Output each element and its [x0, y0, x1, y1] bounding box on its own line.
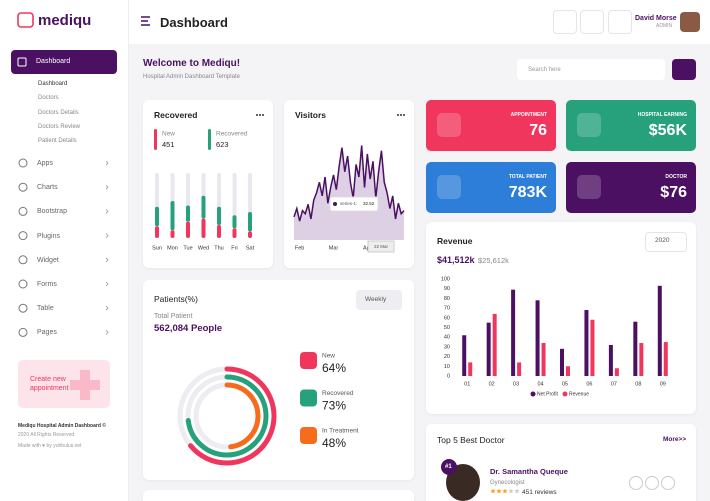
- stat-card: [566, 162, 696, 213]
- settings-button[interactable]: [672, 59, 696, 80]
- icon-button[interactable]: [553, 10, 577, 34]
- promo-text: Create new appointment: [30, 376, 69, 393]
- card-title: Revenue: [437, 236, 473, 246]
- stat-value: $76: [660, 184, 687, 201]
- card: [143, 100, 273, 268]
- search-placeholder: Search here: [528, 67, 561, 73]
- card-title: Patients(%): [154, 294, 198, 304]
- stat-label: HOSPITAL EARNING: [637, 112, 687, 118]
- footer-text: Mediqu Hospital Admin Dashboard ©: [18, 423, 106, 429]
- dropdown-label: 2020: [655, 237, 670, 244]
- social-button[interactable]: [661, 476, 675, 490]
- icon-button[interactable]: [580, 10, 604, 34]
- stat-value: 783K: [508, 184, 547, 201]
- revenue-total: $41,512k: [437, 255, 475, 265]
- card-title: Top 5 Best Doctor: [437, 435, 505, 445]
- social-button[interactable]: [645, 476, 659, 490]
- stat-label: APPOINTMENT: [510, 112, 547, 118]
- stat-card: [426, 162, 556, 213]
- menu-item[interactable]: Pages: [37, 329, 57, 337]
- card: [426, 222, 696, 414]
- welcome-subtitle: Hospital Admin Dashboard Template: [143, 74, 240, 80]
- more-link[interactable]: More>>: [663, 436, 687, 443]
- stat-icon: [437, 113, 461, 137]
- menu-item[interactable]: Bootstrap: [37, 208, 67, 216]
- user-name: David Morse: [635, 15, 677, 22]
- rank-text: #1: [445, 464, 452, 470]
- submenu-item[interactable]: Doctors: [38, 95, 59, 102]
- menu-item[interactable]: Table: [37, 305, 54, 313]
- footer-text: 2020 All Rights Reserved: [18, 432, 75, 438]
- card-title: Visitors: [295, 110, 327, 120]
- menu-item[interactable]: Apps: [37, 160, 53, 167]
- menu-item[interactable]: Charts: [37, 184, 58, 192]
- subtitle: Total Patient: [154, 313, 193, 320]
- icon-button[interactable]: [608, 10, 632, 34]
- search-box[interactable]: [517, 59, 665, 80]
- page-title: Dashboard: [160, 15, 228, 30]
- patient-total: 562,084 People: [154, 323, 223, 334]
- user-role: ADMIN: [656, 23, 673, 29]
- dropdown-label: Weekly: [365, 296, 387, 303]
- card: [143, 280, 414, 480]
- submenu-item[interactable]: Dashboard: [38, 81, 68, 87]
- logo-text: mediqu: [38, 12, 92, 29]
- stat-icon: [577, 175, 601, 199]
- doctor-reviews: 451 reviews: [522, 489, 557, 496]
- dropdown[interactable]: [645, 232, 687, 252]
- card: [143, 490, 414, 501]
- stat-value: 76: [529, 122, 547, 139]
- menu-item[interactable]: Forms: [37, 281, 57, 288]
- sidebar: [0, 0, 129, 501]
- social-button[interactable]: [629, 476, 643, 490]
- card-title: Recovered: [154, 110, 198, 120]
- rank-badge: [441, 459, 457, 475]
- dropdown[interactable]: [356, 290, 402, 310]
- submenu-item[interactable]: Doctors Details: [38, 109, 79, 116]
- doctor-specialty: Gynecologist: [490, 480, 525, 486]
- stat-label: DOCTOR: [665, 174, 687, 180]
- card: [284, 100, 414, 268]
- avatar: [680, 12, 700, 32]
- revenue-total: $25,612k: [478, 256, 509, 265]
- menu-item[interactable]: Plugins: [37, 232, 60, 240]
- doctor-name: Dr. Samantha Queque: [490, 467, 568, 476]
- menu-label: Dashboard: [36, 58, 71, 65]
- stat-card: [426, 100, 556, 151]
- submenu-item[interactable]: Patient Details: [38, 138, 77, 145]
- footer-text: Made with ♥ by yuhbulus.net: [18, 443, 82, 449]
- stat-label: TOTAL PATIENT: [508, 174, 547, 180]
- stat-card: [566, 100, 696, 151]
- welcome-title: Welcome to Mediqu!: [143, 58, 241, 69]
- menu-active[interactable]: [11, 50, 117, 74]
- menu-item[interactable]: Widget: [37, 256, 59, 264]
- stat-icon: [577, 113, 601, 137]
- stat-value: $56K: [648, 122, 687, 139]
- stat-icon: [437, 175, 461, 199]
- submenu-item[interactable]: Doctors Review: [38, 123, 81, 130]
